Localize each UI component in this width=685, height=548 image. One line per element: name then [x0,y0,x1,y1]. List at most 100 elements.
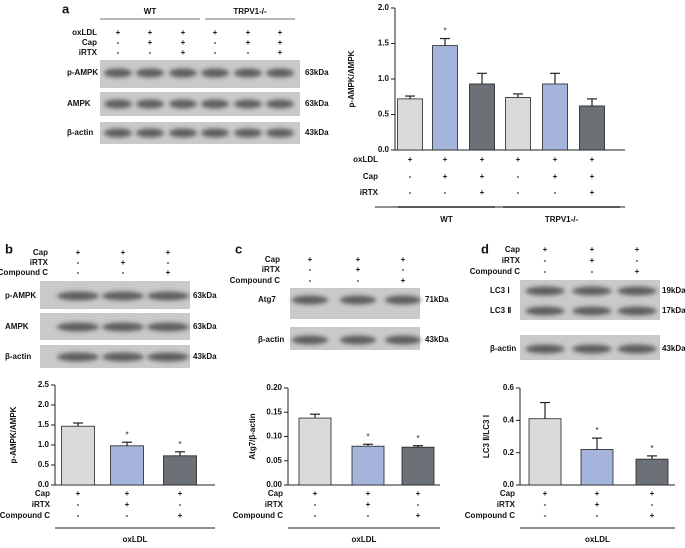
y-tick-label: 2.0 [378,3,390,12]
condition-label: iRTX [497,500,516,509]
condition-sign: + [356,265,361,274]
condition-sign: - [636,256,639,265]
blot-band [201,68,229,78]
condition-sign: + [125,500,130,509]
row-label: Atg7 [258,295,276,304]
condition-sign: + [650,489,655,498]
blot-band [136,128,164,138]
size-label: 43kDa [662,344,685,353]
condition-sign: - [309,276,312,285]
condition-label: iRTX [32,500,51,509]
size-label: 71kDa [425,295,449,304]
condition-sign: + [543,245,548,254]
condition-sign: - [179,500,182,509]
group-label: TRPV1-/- [233,7,267,16]
blot-band [617,286,657,296]
error-bar [73,422,83,427]
blot-band [266,128,294,138]
blot-band [234,128,262,138]
bar [528,418,562,486]
condition-sign: + [401,276,406,285]
blot-band [102,291,144,301]
y-tick-label: 1.5 [378,39,390,48]
condition-sign: + [590,256,595,265]
condition-label: oxLDL [72,28,97,37]
condition-label: oxLDL [353,155,378,164]
condition-sign: + [595,500,600,509]
condition-sign: + [366,489,371,498]
significance-mark: * [178,440,181,449]
row-label: LC3 Ⅰ [490,286,510,295]
bar [542,83,568,151]
condition-sign: - [544,500,547,509]
condition-label: Compound C [233,511,283,520]
significance-mark: * [366,432,369,441]
blot-band [291,335,329,345]
y-tick-label: 0.4 [503,415,515,424]
condition-sign: + [443,155,448,164]
condition-label: Cap [500,489,515,498]
y-tick-label: 2.0 [38,400,50,409]
row-label: AMPK [5,322,29,331]
condition-sign: + [480,155,485,164]
blot-band [266,99,294,109]
bar [351,445,385,486]
bar [580,449,614,486]
blot-band [102,352,144,362]
y-axis-label: Atg7/β-actin [248,413,257,459]
error-bar [122,441,132,446]
condition-sign: - [417,500,420,509]
condition-sign: + [308,255,313,264]
condition-sign: + [121,248,126,257]
condition-label: iRTX [265,500,284,509]
condition-sign: + [590,155,595,164]
row-label: LC3 Ⅱ [490,306,511,315]
significance-mark: * [443,27,446,36]
y-tick-label: 0.20 [266,383,282,392]
blot-band [572,306,612,316]
y-tick-label: 0.0 [503,480,515,489]
condition-sign: - [517,172,520,181]
row-label: β-actin [67,128,93,137]
group-label: oxLDL [585,535,610,544]
condition-label: Cap [363,172,378,181]
panel-letter: d [481,241,489,256]
condition-sign: - [126,511,129,520]
condition-sign: + [416,489,421,498]
blot-band [147,291,189,301]
condition-sign: + [443,172,448,181]
size-label: 43kDa [193,352,217,361]
y-tick-label: 0.10 [266,432,282,441]
condition-sign: - [544,267,547,276]
bar [469,83,495,151]
condition-sign: + [480,188,485,197]
size-label: 17kDa [662,306,685,315]
panel-letter: c [235,241,242,256]
condition-label: Cap [82,38,97,47]
blot-band [102,322,144,332]
condition-sign: - [214,38,217,47]
blot-band [572,286,612,296]
condition-label: Compound C [0,511,50,520]
condition-sign: - [357,276,360,285]
y-tick-label: 0.00 [266,480,282,489]
size-label: 63kDa [193,322,217,331]
y-tick-label: 0.0 [38,480,50,489]
condition-sign: + [148,38,153,47]
condition-sign: - [214,48,217,57]
condition-sign: + [480,172,485,181]
error-bar [405,95,415,99]
condition-sign: + [213,28,218,37]
condition-sign: - [314,500,317,509]
condition-label: Cap [268,489,283,498]
condition-sign: + [246,28,251,37]
condition-sign: + [595,489,600,498]
condition-sign: + [635,267,640,276]
condition-sign: + [181,38,186,47]
condition-sign: + [178,511,183,520]
condition-label: iRTX [360,188,379,197]
condition-sign: - [77,500,80,509]
condition-label: Compound C [230,276,280,285]
blot-band [617,344,657,354]
error-bar [540,401,550,419]
